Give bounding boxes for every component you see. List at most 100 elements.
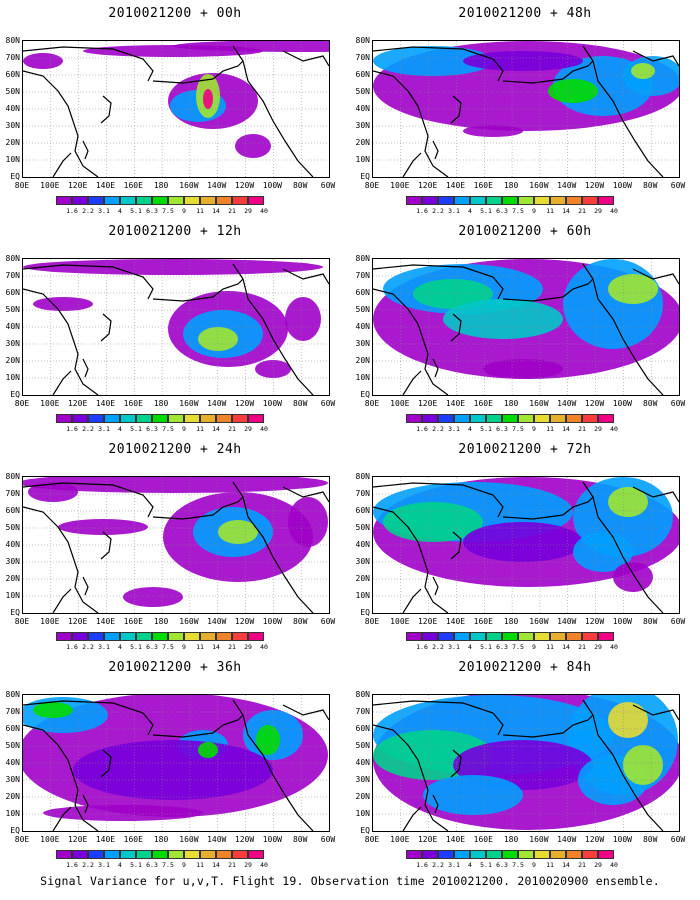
colorbar-swatch: [550, 196, 566, 205]
colorbar-swatch: [88, 196, 104, 205]
lat-tick-label: 40N: [355, 104, 370, 113]
lat-tick-label: 20N: [355, 138, 370, 147]
variance-map: [22, 40, 330, 178]
lon-tick-label: 120W: [584, 181, 605, 190]
colorbar-swatch: [120, 196, 136, 205]
colorbar-label: 2.2: [432, 425, 444, 433]
colorbar-label: 21: [578, 425, 586, 433]
colorbar-swatch: [566, 850, 582, 859]
lon-tick-label: 80W: [642, 399, 658, 408]
colorbar-swatch: [406, 196, 422, 205]
lat-tick-label: EQ: [360, 172, 370, 181]
colorbar-swatch: [518, 632, 534, 641]
colorbar-label: 7.5: [162, 425, 174, 433]
colorbar: [406, 196, 614, 205]
colorbar-label: 21: [228, 643, 236, 651]
lon-tick-label: 120E: [67, 835, 88, 844]
colorbar-label: 4: [118, 425, 122, 433]
lon-tick-label: 120W: [234, 181, 255, 190]
lat-tick-label: 10N: [355, 155, 370, 164]
lat-tick-label: 60N: [5, 288, 20, 297]
colorbar-label: 6.3: [496, 207, 508, 215]
lat-tick-label: 20N: [5, 574, 20, 583]
colorbar-swatch: [454, 196, 470, 205]
lat-tick-label: 60N: [5, 70, 20, 79]
colorbar-swatch: [136, 632, 152, 641]
lat-tick-label: 20N: [5, 138, 20, 147]
map-canvas: [23, 695, 329, 831]
lon-tick-label: 180: [153, 181, 169, 190]
lat-tick-label: 30N: [5, 121, 20, 130]
colorbar-swatch: [454, 632, 470, 641]
map-canvas: [373, 695, 679, 831]
colorbar-label: 21: [578, 207, 586, 215]
lon-tick-label: 140E: [95, 399, 116, 408]
colorbar-label: 9: [182, 425, 186, 433]
colorbar-swatch: [582, 196, 598, 205]
lon-tick-label: 80E: [364, 835, 380, 844]
lat-tick-label: 80N: [355, 472, 370, 481]
colorbar-swatch: [422, 196, 438, 205]
colorbar-label: 5.1: [130, 861, 142, 869]
colorbar-label: 40: [260, 861, 268, 869]
variance-contour: [235, 134, 271, 158]
lon-tick-label: 140E: [445, 835, 466, 844]
lat-tick-label: 50N: [5, 523, 20, 532]
colorbar-swatch: [248, 850, 264, 859]
lon-tick-label: 180: [503, 835, 519, 844]
map-canvas: [23, 259, 329, 395]
variance-contour: [563, 259, 663, 349]
variance-contour: [463, 125, 523, 137]
colorbar-swatch: [152, 632, 168, 641]
colorbar-swatch: [56, 414, 72, 423]
colorbar-label: 5.1: [480, 425, 492, 433]
colorbar-swatch: [72, 632, 88, 641]
colorbar-label: 40: [610, 643, 618, 651]
lat-tick-label: 60N: [5, 724, 20, 733]
colorbar-swatch: [168, 850, 184, 859]
colorbar-swatch: [200, 414, 216, 423]
colorbar-swatch: [168, 196, 184, 205]
variance-contour: [23, 259, 323, 275]
colorbar-swatch: [518, 196, 534, 205]
lat-tick-label: 10N: [5, 155, 20, 164]
colorbar-label: 11: [546, 861, 554, 869]
variance-contour: [463, 522, 583, 562]
colorbar-swatch: [200, 850, 216, 859]
colorbar-label: 9: [182, 861, 186, 869]
variance-contour: [28, 482, 78, 502]
panel-title: 2010021200 + 72h: [458, 442, 592, 457]
colorbar-swatch: [406, 414, 422, 423]
lon-tick-label: 60W: [320, 181, 336, 190]
colorbar-swatch: [184, 850, 200, 859]
variance-contour: [443, 299, 563, 339]
lat-tick-label: 30N: [355, 339, 370, 348]
lon-tick-label: 140W: [557, 181, 577, 190]
variance-contour: [198, 742, 218, 758]
lon-tick-label: 100E: [390, 399, 410, 408]
colorbar-swatch: [184, 632, 200, 641]
colorbar-swatch: [56, 632, 72, 641]
lon-tick-label: 60W: [320, 399, 336, 408]
colorbar-swatch: [598, 632, 614, 641]
colorbar-label: 14: [212, 643, 220, 651]
lon-tick-label: 80E: [364, 399, 380, 408]
colorbar-label: 21: [228, 861, 236, 869]
lat-tick-label: 70N: [355, 489, 370, 498]
lat-tick-label: 10N: [355, 373, 370, 382]
colorbar-label: 40: [260, 643, 268, 651]
colorbar-swatch: [232, 414, 248, 423]
colorbar-label: 11: [546, 207, 554, 215]
lat-tick-label: EQ: [10, 172, 20, 181]
colorbar-swatch: [104, 414, 120, 423]
lat-tick-label: 40N: [5, 322, 20, 331]
variance-contour: [73, 740, 273, 800]
colorbar-swatch: [120, 414, 136, 423]
lon-tick-label: 160E: [473, 399, 493, 408]
lon-tick-label: 120E: [67, 617, 88, 626]
colorbar-swatch: [72, 414, 88, 423]
variance-map: [372, 40, 680, 178]
colorbar-label: 6.3: [146, 425, 158, 433]
colorbar-swatch: [550, 414, 566, 423]
forecast-panel: 2010021200 + 12h 80N 70N 60N 50N 40N 30N 20N 10N…: [0, 218, 350, 436]
